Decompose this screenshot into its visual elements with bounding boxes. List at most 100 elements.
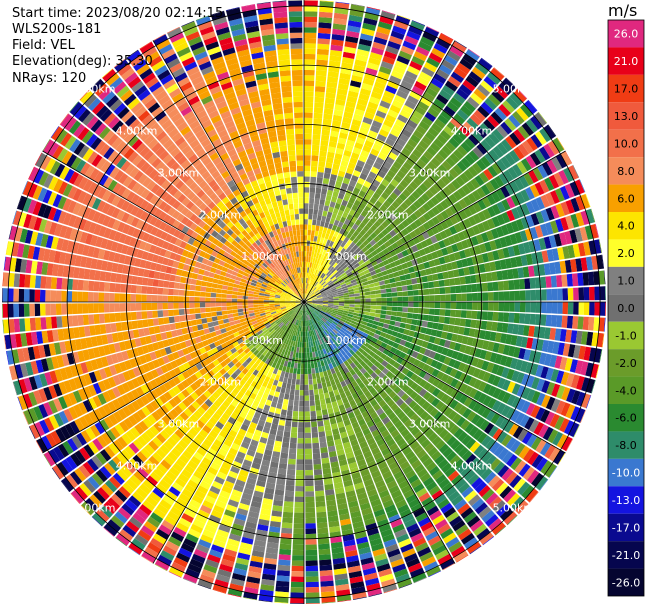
velocity-gate <box>322 317 327 322</box>
velocity-gate <box>402 307 409 313</box>
velocity-gate <box>97 393 107 405</box>
velocity-gate <box>333 109 344 117</box>
velocity-gate <box>381 375 390 383</box>
velocity-gate <box>317 299 323 301</box>
velocity-gate <box>397 504 410 514</box>
velocity-gate <box>299 347 302 353</box>
velocity-gate <box>418 308 424 314</box>
velocity-gate <box>160 364 169 374</box>
velocity-gate <box>325 313 331 317</box>
velocity-gate <box>319 266 324 272</box>
velocity-gate <box>195 362 204 371</box>
velocity-gate <box>454 277 461 286</box>
velocity-gate <box>344 299 350 302</box>
velocity-gate <box>377 105 389 114</box>
velocity-gate <box>56 355 65 368</box>
velocity-gate <box>306 302 312 305</box>
velocity-gate <box>441 347 449 356</box>
velocity-gate <box>384 504 397 514</box>
velocity-gate <box>383 200 391 209</box>
velocity-gate <box>381 293 387 298</box>
velocity-gate <box>322 274 328 280</box>
velocity-gate <box>373 451 383 461</box>
velocity-gate <box>281 348 286 355</box>
velocity-gate <box>320 452 329 459</box>
velocity-gate <box>550 315 558 327</box>
velocity-gate <box>195 336 202 344</box>
velocity-gate <box>137 365 146 375</box>
velocity-gate <box>481 407 492 419</box>
velocity-gate <box>497 248 505 260</box>
velocity-gate <box>317 527 329 534</box>
velocity-gate <box>514 500 528 514</box>
velocity-gate <box>316 410 322 417</box>
velocity-gate <box>185 376 194 386</box>
velocity-gate <box>486 218 496 230</box>
velocity-gate <box>281 404 288 411</box>
velocity-gate <box>365 213 373 221</box>
velocity-gate <box>282 517 293 524</box>
velocity-gate <box>174 429 185 439</box>
velocity-gate <box>426 26 440 33</box>
velocity-gate <box>221 310 228 315</box>
velocity-gate <box>401 334 409 341</box>
velocity-gate <box>377 276 384 282</box>
velocity-gate <box>406 523 420 533</box>
velocity-gate <box>275 408 282 415</box>
velocity-gate <box>442 432 453 443</box>
velocity-gate <box>325 489 335 496</box>
velocity-gate <box>266 438 275 446</box>
velocity-gate <box>541 250 549 263</box>
velocity-gate <box>380 147 390 156</box>
velocity-gate <box>438 478 451 489</box>
velocity-gate <box>270 329 276 335</box>
velocity-gate <box>528 99 538 111</box>
velocity-gate <box>352 237 360 244</box>
velocity-gate <box>334 7 349 15</box>
velocity-gate <box>314 323 318 329</box>
velocity-gate <box>108 343 116 354</box>
velocity-gate <box>270 373 277 380</box>
velocity-gate <box>250 330 257 336</box>
velocity-gate <box>315 282 320 288</box>
velocity-gate <box>538 352 547 365</box>
velocity-gate <box>327 305 334 308</box>
velocity-gate <box>92 512 106 526</box>
velocity-gate <box>208 395 217 404</box>
velocity-gate <box>197 485 209 495</box>
velocity-gate <box>225 350 233 357</box>
velocity-gate <box>453 458 465 470</box>
velocity-gate <box>310 410 316 417</box>
velocity-gate <box>278 375 284 383</box>
velocity-gate <box>296 373 301 380</box>
velocity-gate <box>208 362 216 370</box>
velocity-gate <box>440 373 450 383</box>
velocity-gate <box>297 432 304 439</box>
velocity-gate <box>484 351 493 361</box>
velocity-gate <box>397 389 406 398</box>
velocity-gate <box>295 491 304 497</box>
velocity-gate <box>304 32 317 39</box>
velocity-gate <box>470 92 483 105</box>
velocity-gate <box>190 475 202 485</box>
velocity-gate <box>484 422 495 435</box>
velocity-gate <box>253 307 259 310</box>
velocity-gate <box>76 432 87 446</box>
velocity-gate <box>87 476 100 490</box>
velocity-gate <box>368 350 376 358</box>
velocity-gate <box>126 391 136 403</box>
velocity-gate <box>110 493 124 507</box>
velocity-gate <box>414 80 427 91</box>
velocity-gate <box>301 315 303 321</box>
velocity-gate <box>64 423 76 437</box>
velocity-gate <box>410 503 423 513</box>
velocity-gate <box>238 502 250 511</box>
velocity-gate <box>147 542 162 554</box>
velocity-gate <box>544 444 556 459</box>
velocity-gate <box>270 401 277 408</box>
velocity-gate <box>223 480 235 489</box>
velocity-gate <box>549 354 558 368</box>
velocity-gate <box>295 319 299 326</box>
velocity-gate <box>282 436 290 443</box>
velocity-gate <box>332 309 338 313</box>
